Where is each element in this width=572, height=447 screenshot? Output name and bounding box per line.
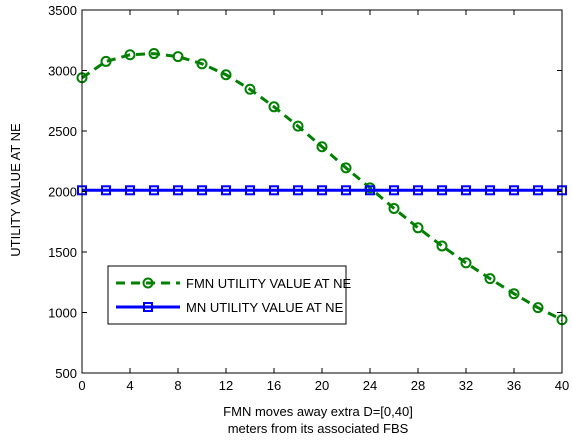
x-tick-label: 8 xyxy=(174,378,181,393)
data-point xyxy=(533,185,543,196)
x-tick-label: 20 xyxy=(315,378,329,393)
y-tick-label: 500 xyxy=(55,366,77,381)
series-2 xyxy=(77,185,567,196)
y-tick-label: 1500 xyxy=(48,245,77,260)
x-tick-label: 32 xyxy=(459,378,473,393)
x-tick-label: 4 xyxy=(126,378,133,393)
y-tick-label: 3000 xyxy=(48,64,77,79)
data-point xyxy=(172,51,184,63)
data-point xyxy=(413,185,423,196)
legend: FMN UTILITY VALUE AT NE MN UTILITY VALUE … xyxy=(107,265,352,325)
x-tick-label: 12 xyxy=(219,378,233,393)
data-point xyxy=(485,185,495,196)
data-point xyxy=(340,162,352,174)
data-point xyxy=(173,185,183,196)
x-tick-label: 36 xyxy=(507,378,521,393)
legend-label: FMN UTILITY VALUE AT NE xyxy=(186,276,352,291)
data-point xyxy=(317,185,327,196)
data-point xyxy=(196,58,208,70)
data-point xyxy=(245,185,255,196)
x-tick-label: 0 xyxy=(78,378,85,393)
y-axis-label: UTILITY VALUE AT NE xyxy=(8,123,23,257)
data-point xyxy=(437,185,447,196)
data-point xyxy=(124,49,136,61)
data-point xyxy=(244,83,256,95)
x-tick-label: 24 xyxy=(363,378,377,393)
x-tick-label: 40 xyxy=(555,378,569,393)
y-tick-label: 2500 xyxy=(48,124,77,139)
data-point xyxy=(149,185,159,196)
data-point xyxy=(221,185,231,196)
legend-item-1: FMN UTILITY VALUE AT NE xyxy=(116,276,352,291)
data-point xyxy=(220,69,232,81)
data-point xyxy=(388,202,400,214)
data-point xyxy=(389,185,399,196)
data-point xyxy=(484,273,496,285)
x-tick-label: 28 xyxy=(411,378,425,393)
legend-box xyxy=(107,265,347,325)
x-tick-label: 16 xyxy=(267,378,281,393)
data-point xyxy=(148,48,160,60)
y-tick-label: 1000 xyxy=(48,306,77,321)
data-point xyxy=(365,185,375,196)
data-point xyxy=(269,185,279,196)
data-point xyxy=(412,222,424,234)
plot-area xyxy=(76,48,568,326)
x-axis-label-line-1: FMN moves away extra D=[0,40] xyxy=(223,404,413,419)
data-point xyxy=(197,185,207,196)
series-1 xyxy=(76,48,568,326)
data-point xyxy=(125,185,135,196)
data-point xyxy=(460,257,472,269)
data-point xyxy=(268,101,280,113)
legend-marker xyxy=(142,277,154,289)
legend-item-2: MN UTILITY VALUE AT NE xyxy=(116,300,344,315)
series-line-1 xyxy=(81,52,563,322)
data-point xyxy=(461,185,471,196)
data-point xyxy=(341,185,351,196)
data-point xyxy=(293,185,303,196)
legend-marker xyxy=(143,302,153,312)
data-point xyxy=(100,55,112,67)
data-point xyxy=(509,185,519,196)
data-point xyxy=(101,185,111,196)
y-tick-label: 2000 xyxy=(48,185,77,200)
data-point xyxy=(292,120,304,132)
x-axis-label-line-2: meters from its associated FBS xyxy=(228,421,409,436)
data-point xyxy=(508,288,520,300)
data-point xyxy=(436,240,448,252)
y-tick-label: 3500 xyxy=(48,3,77,18)
axes: 0 4 8 12 16 20 24 28 32 36 40 500 1000 1500 2000 2500 30… xyxy=(48,3,569,393)
legend-label: MN UTILITY VALUE AT NE xyxy=(186,300,344,315)
data-point xyxy=(316,141,328,153)
data-point xyxy=(532,302,544,314)
